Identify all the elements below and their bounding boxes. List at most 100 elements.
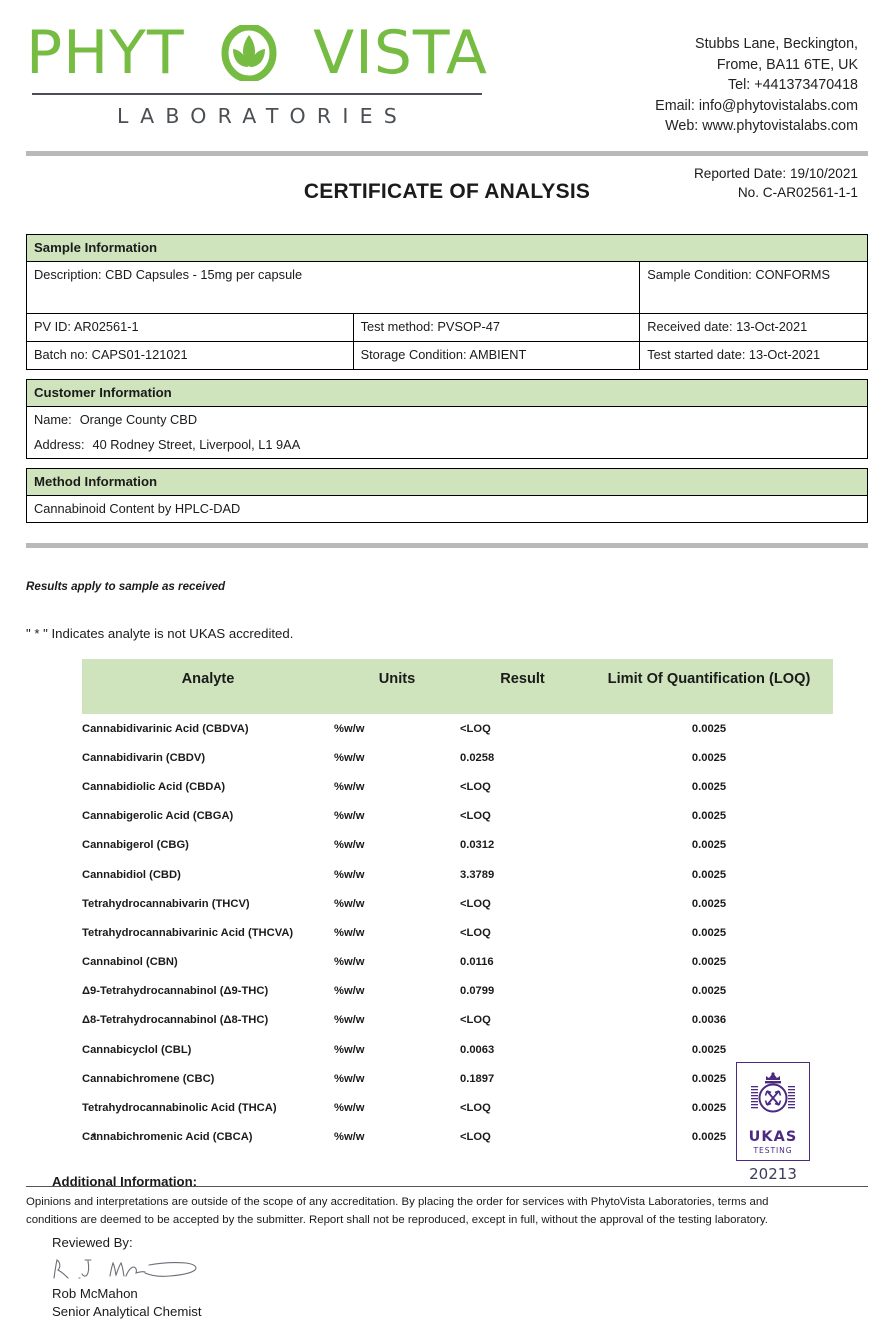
cell-units: %w/w	[334, 780, 365, 793]
cell-units: %w/w	[334, 926, 365, 939]
method-value: Cannabinoid Content by HPLC-DAD	[26, 494, 868, 523]
cell-result: <LOQ	[460, 810, 491, 823]
reviewed-by-label: Reviewed By:	[52, 1234, 133, 1250]
cell-analyte: Cannabidivarin (CBDV)	[82, 751, 206, 764]
handwritten-signature-icon	[53, 1259, 197, 1279]
signature-block: Reviewed By: Rob McMahon Senior Analytic…	[0, 1234, 894, 1320]
cell-loq: 0.0025	[691, 868, 727, 881]
customer-details: Name: Orange County CBD Address: 40 Rodney…	[26, 405, 868, 459]
cell-units: %w/w	[334, 956, 365, 969]
header-divider	[26, 150, 868, 156]
results-apply-note: Results apply to sample as received	[26, 579, 226, 593]
cell-result: <LOQ	[460, 780, 491, 793]
table-row: Cannabidivarin (CBDV) %w/w 0.0258 0.0025	[82, 743, 833, 772]
cell-result: <LOQ	[460, 1131, 491, 1144]
information-section: Sample Information Description: CBD Caps…	[0, 233, 894, 523]
ukas-accreditation-mark: UKAS TESTING 20213	[736, 1062, 810, 1183]
table-row: Cannabidivarinic Acid (CBDVA) %w/w <LOQ 0.0…	[82, 714, 833, 743]
table-row: Cannabicyclol (CBL) %w/w 0.0063 0.0025	[82, 1035, 833, 1064]
cell-result: <LOQ	[460, 897, 491, 910]
table-row: * Cannabichromenic Acid (CBCA) %w/w <LOQ 0.0…	[82, 1123, 833, 1152]
table-row: Cannabinol (CBN) %w/w 0.0116 0.0025	[82, 947, 833, 976]
cell-analyte: * Cannabichromenic Acid (CBCA)	[82, 1131, 253, 1144]
table-row: Cannabidiol (CBD) %w/w 3.3789 0.0025	[82, 860, 833, 889]
results-body: Cannabidivarinic Acid (CBDVA) %w/w <LOQ 0.0…	[82, 714, 833, 1152]
table-row: Cannabigerolic Acid (CBGA) %w/w <LOQ 0.0025	[82, 802, 833, 831]
page-title: CERTIFICATE OF ANALYSIS	[303, 179, 591, 203]
cell-result: <LOQ	[460, 926, 491, 939]
section-divider	[26, 542, 868, 548]
cell-result: 0.0799	[460, 985, 495, 998]
table-row: Δ8-Tetrahydrocannabinol (Δ8-THC) %w/w <LOQ…	[82, 1006, 833, 1035]
cell-result: 0.0312	[460, 839, 495, 852]
report-number: No. C-AR02561-1-1	[737, 184, 858, 200]
cell-loq: 0.0025	[691, 751, 727, 764]
cell-result: 0.0258	[460, 751, 495, 764]
column-header-units: Units	[334, 658, 460, 714]
customer-name-label: Name:	[34, 411, 72, 427]
cell-units: %w/w	[334, 985, 365, 998]
brand-divider	[32, 93, 482, 95]
cell-loq: 0.0025	[691, 897, 727, 910]
customer-information-table: Customer Information Name: Orange County …	[26, 378, 868, 459]
cell-loq: 0.0025	[691, 839, 727, 852]
footer-divider	[26, 1186, 868, 1187]
table-row: Tetrahydrocannabivarinic Acid (THCVA) %w/…	[82, 918, 833, 947]
pv-id: PV ID: AR02561-1	[26, 312, 354, 342]
cell-units: %w/w	[334, 1131, 365, 1144]
sample-description: Description: CBD Capsules - 15mg per cap…	[25, 260, 641, 314]
cell-result: <LOQ	[460, 1014, 491, 1027]
table-row: Cannabichromene (CBC) %w/w 0.1897 0.0025	[82, 1064, 833, 1093]
cell-units: %w/w	[334, 839, 365, 852]
test-started-date: Test started date: 13-Oct-2021	[639, 340, 868, 370]
results-section: Analyte Units Result Limit Of Quantifica…	[0, 658, 894, 1152]
page-header: PHYT VISTA LABORATORIES Stubbs Lane, Bec…	[0, 0, 894, 137]
contact-email: Email: info@phytovistalabs.com	[655, 97, 858, 114]
cell-result: 0.0063	[460, 1043, 495, 1056]
cell-analyte: Tetrahydrocannabinolic Acid (THCA)	[82, 1102, 277, 1114]
table-row: PV ID: AR02561-1 Test method: PVSOP-47 R…	[26, 312, 868, 342]
test-method: Test method: PVSOP-47	[352, 312, 641, 342]
cell-result: 0.0116	[460, 956, 494, 969]
reviewer-name: Rob McMahon	[52, 1286, 138, 1302]
cell-loq: 0.0025	[691, 926, 727, 939]
customer-address-value: 40 Rodney Street, Liverpool, L1 9AA	[92, 436, 301, 452]
cell-result: <LOQ	[460, 722, 491, 735]
cell-units: %w/w	[334, 1014, 365, 1027]
cell-analyte: Cannabigerol (CBG)	[82, 839, 189, 852]
cell-units: %w/w	[334, 897, 365, 910]
contact-address-line1: Stubbs Lane, Beckington,	[695, 36, 858, 52]
cell-loq: 0.0025	[691, 1102, 727, 1114]
reported-date: Reported Date: 19/10/2021	[693, 165, 858, 181]
customer-name-value: Orange County CBD	[79, 411, 198, 427]
cell-analyte: Tetrahydrocannabivarinic Acid (THCVA)	[82, 926, 294, 939]
ukas-label: UKAS	[748, 1129, 798, 1145]
cell-loq: 0.0025	[691, 810, 727, 823]
cell-units: %w/w	[334, 722, 365, 735]
ukas-type-label: TESTING	[753, 1146, 793, 1155]
asterisk-note: " * " Indicates analyte is not UKAS accr…	[26, 625, 294, 641]
cell-units: %w/w	[334, 1043, 365, 1056]
contact-website: Web: www.phytovistalabs.com	[665, 118, 858, 135]
sample-information-table: Sample Information Description: CBD Caps…	[25, 233, 868, 370]
received-date: Received date: 13-Oct-2021	[639, 312, 868, 342]
results-header-row: Analyte Units Result Limit Of Quantifica…	[82, 658, 833, 714]
sample-information-heading: Sample Information	[26, 233, 868, 262]
contact-phone: Tel: +441373470418	[728, 77, 858, 94]
cell-units: %w/w	[334, 810, 365, 823]
cell-analyte: Cannabidiolic Acid (CBDA)	[82, 780, 226, 793]
cell-units: %w/w	[334, 751, 365, 764]
customer-information-heading: Customer Information	[26, 378, 868, 407]
table-row: Cannabidiolic Acid (CBDA) %w/w <LOQ 0.0025	[82, 772, 833, 801]
table-row: Sample Information	[26, 233, 868, 262]
ukas-number: 20213	[749, 1165, 797, 1183]
cell-analyte: Δ9-Tetrahydrocannabinol (Δ9-THC)	[82, 985, 269, 998]
table-row: Cannabigerol (CBG) %w/w 0.0312 0.0025	[82, 831, 833, 860]
cell-analyte: Cannabichromene (CBC)	[82, 1072, 215, 1085]
method-information-table: Method Information Cannabinoid Content b…	[26, 467, 868, 523]
batch-no: Batch no: CAPS01-121021	[26, 340, 354, 370]
cell-result: <LOQ	[460, 1102, 491, 1114]
cell-analyte: Cannabigerolic Acid (CBGA)	[82, 810, 234, 823]
cell-units: %w/w	[334, 868, 365, 881]
cell-result: 0.1897	[460, 1072, 495, 1085]
